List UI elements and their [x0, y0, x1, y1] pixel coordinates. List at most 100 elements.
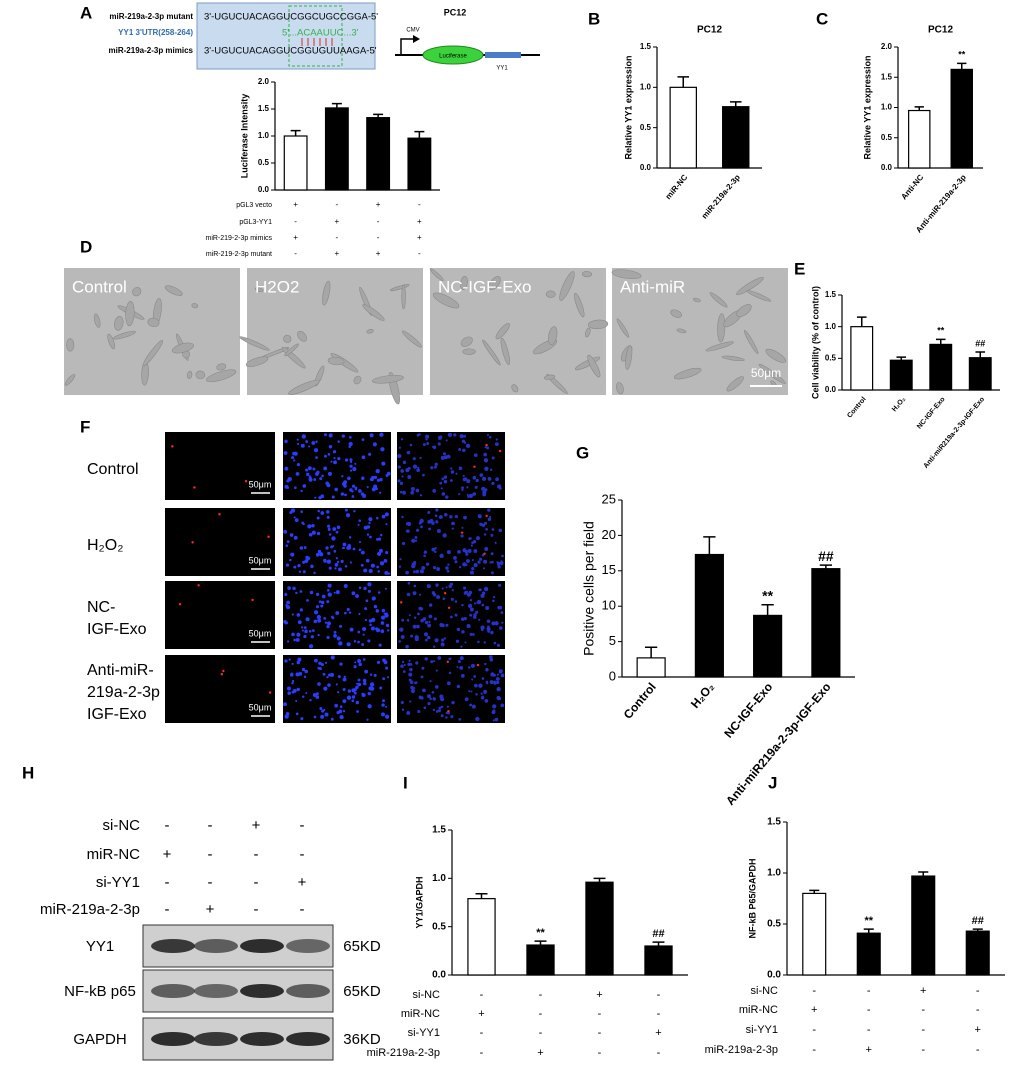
nucleus [302, 560, 306, 564]
nucleus [496, 673, 499, 676]
nucleus [468, 603, 473, 608]
nucleus [421, 666, 425, 670]
nucleus [309, 590, 314, 595]
nucleus [315, 552, 320, 557]
error-bar [331, 102, 342, 108]
nucleus [486, 433, 489, 436]
nucleus [487, 630, 490, 633]
cell [114, 315, 124, 331]
nucleus [412, 570, 416, 574]
nucleus [338, 567, 342, 572]
condition-mark: - [294, 217, 297, 226]
nucleus [419, 494, 423, 497]
condition-mark: + [975, 1024, 981, 1036]
condition-mark: + [293, 200, 298, 209]
nucleus [300, 717, 304, 721]
y-tick-label: 25 [602, 491, 616, 506]
band-name: GAPDH [73, 1031, 126, 1048]
nucleus [419, 569, 424, 574]
cell [500, 337, 511, 366]
nucleus [375, 627, 379, 631]
nucleus [462, 448, 466, 453]
nucleus [315, 456, 318, 460]
nucleus [468, 537, 472, 541]
cell [746, 290, 772, 302]
band-name: NF-kB p65 [64, 983, 136, 1000]
apoptotic-cell [191, 541, 194, 544]
nucleus [296, 442, 300, 445]
nucleus [463, 434, 467, 438]
nucleus [447, 711, 450, 715]
nucleus [313, 715, 317, 719]
nucleus [307, 524, 312, 529]
nucleus [407, 475, 412, 479]
nucleus [381, 461, 386, 466]
nucleus [302, 570, 306, 574]
condition-mark: - [598, 1047, 602, 1059]
nucleus [428, 614, 433, 619]
nucleus [423, 554, 426, 558]
apoptotic-cell [473, 465, 476, 468]
apoptotic-cell [460, 531, 464, 534]
nucleus [367, 639, 371, 643]
nucleus [312, 530, 316, 534]
apoptotic-cell [483, 552, 486, 555]
nucleus [375, 609, 379, 612]
sequence-name: miR-219a-2-3p mutant [109, 12, 193, 21]
nucleus [499, 487, 502, 490]
nucleus [361, 438, 365, 441]
x-tick-label: Anti-miR219a-2-3p-IGF-Exo [723, 680, 834, 808]
nucleus [467, 495, 470, 498]
condition-mark: - [539, 989, 543, 1001]
nucleus [492, 673, 496, 677]
condition-mark: + [537, 1047, 543, 1059]
condition-mark: - [598, 1027, 602, 1039]
cell [142, 339, 164, 367]
bar [911, 875, 936, 976]
nucleus [483, 689, 488, 694]
nucleus [347, 476, 351, 481]
nucleus [366, 533, 370, 536]
nucleus [470, 663, 475, 668]
nucleus [469, 598, 473, 602]
nucleus [449, 515, 453, 519]
nucleus [410, 688, 416, 694]
nucleus [318, 667, 322, 671]
nucleus [489, 468, 493, 471]
nucleus [460, 645, 463, 648]
nucleus [416, 528, 420, 532]
nucleus [333, 460, 337, 465]
nucleus [483, 533, 487, 536]
nucleus [352, 467, 357, 472]
bar [811, 568, 841, 678]
cell [547, 326, 558, 345]
nucleus [420, 696, 424, 700]
nucleus [481, 591, 486, 595]
nucleus [291, 613, 294, 616]
nucleus [368, 568, 373, 574]
nucleus [447, 563, 450, 566]
cell [284, 343, 299, 357]
nucleus [319, 552, 324, 557]
apoptotic-cell [244, 480, 248, 483]
nucleus [416, 468, 420, 473]
nucleus [417, 612, 420, 616]
bar [324, 107, 349, 191]
nucleus [344, 493, 347, 497]
nucleus [492, 599, 495, 603]
bar [968, 357, 992, 391]
nucleus [437, 709, 441, 713]
x-tick-label: Anti-NC [899, 173, 925, 202]
nucleus [331, 536, 336, 541]
nucleus [459, 666, 464, 670]
y-tick-label: 0.0 [767, 970, 781, 981]
nucleus [453, 556, 457, 560]
utr-segment [485, 52, 521, 58]
nucleus [324, 621, 328, 624]
nucleus [500, 560, 503, 563]
nucleus [295, 638, 300, 642]
y-tick-label: 1.0 [881, 103, 893, 112]
cell [401, 284, 406, 310]
nucleus [347, 544, 352, 548]
micrograph-label: H2O2 [255, 277, 299, 296]
